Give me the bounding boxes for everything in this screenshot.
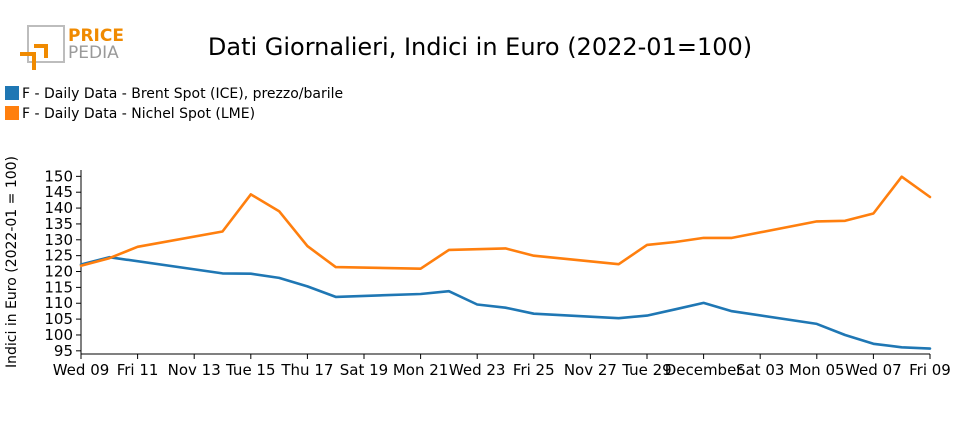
x-tick-label: Wed 07: [845, 361, 902, 379]
logo-mark-icon: [34, 44, 48, 58]
legend-item-brent[interactable]: F - Daily Data - Brent Spot (ICE), prezz…: [5, 86, 343, 102]
chart-title: Dati Giornalieri, Indici in Euro (2022-0…: [208, 33, 752, 61]
legend-label-brent: F - Daily Data - Brent Spot (ICE), prezz…: [22, 86, 343, 102]
series-line-brent[interactable]: [79, 255, 932, 350]
x-tick-label: Wed 09: [53, 361, 110, 379]
y-tick-label: 110: [44, 294, 73, 312]
legend-label-nichel: F - Daily Data - Nichel Spot (LME): [22, 106, 255, 122]
legend-swatch-brent: [5, 86, 19, 100]
logo-word-pedia: PEDIA: [68, 43, 119, 63]
series-lines: [79, 175, 932, 350]
x-tick-label: Mon 05: [789, 361, 844, 379]
x-tick-label: Sat 03: [736, 361, 784, 379]
x-tick-label: Sat 19: [340, 361, 388, 379]
x-tick-label: Mon 21: [393, 361, 448, 379]
x-tick-label: Fri 11: [117, 361, 159, 379]
y-tick-label: 105: [44, 310, 73, 328]
axes: [80, 170, 930, 355]
y-tick-label: 150: [44, 167, 73, 185]
y-tick-label: 135: [44, 215, 73, 233]
series-line-nichel[interactable]: [79, 175, 932, 270]
y-tick-label: 120: [44, 263, 73, 281]
x-tick-label: December: [665, 361, 744, 379]
legend-swatch-nichel: [5, 106, 19, 120]
x-tick-label: Tue 15: [225, 361, 275, 379]
y-tick-label: 140: [44, 199, 73, 217]
legend-item-nichel[interactable]: F - Daily Data - Nichel Spot (LME): [5, 106, 255, 122]
x-tick-label: Nov 13: [168, 361, 221, 379]
y-tick-label: 125: [44, 247, 73, 265]
y-tick-label: 100: [44, 326, 73, 344]
x-tick-label: Thu 17: [280, 361, 333, 379]
y-axis-label: Indici in Euro (2022-01 = 100): [4, 156, 20, 368]
legend: F - Daily Data - Brent Spot (ICE), prezz…: [5, 86, 343, 122]
x-tick-label: Wed 23: [449, 361, 506, 379]
x-tick-label: Fri 09: [909, 361, 951, 379]
x-tick-label: Tue 29: [621, 361, 671, 379]
logo-frame-icon: [27, 25, 65, 63]
x-ticks: Wed 09 Fri 11 Nov 13 Tue 15 Thu 17 Sat 19 Mon …: [53, 354, 951, 379]
logo-mark-icon-2: [20, 52, 36, 70]
y-tick-label: 115: [44, 278, 73, 296]
logo-word-price: PRICE: [68, 26, 124, 46]
y-tick-label: 95: [54, 342, 73, 360]
y-tick-label: 145: [44, 183, 73, 201]
y-tick-label: 130: [44, 231, 73, 249]
pricepedia-logo: PRICE PEDIA: [20, 25, 124, 70]
x-tick-label: Nov 27: [564, 361, 617, 379]
x-tick-label: Fri 25: [513, 361, 555, 379]
